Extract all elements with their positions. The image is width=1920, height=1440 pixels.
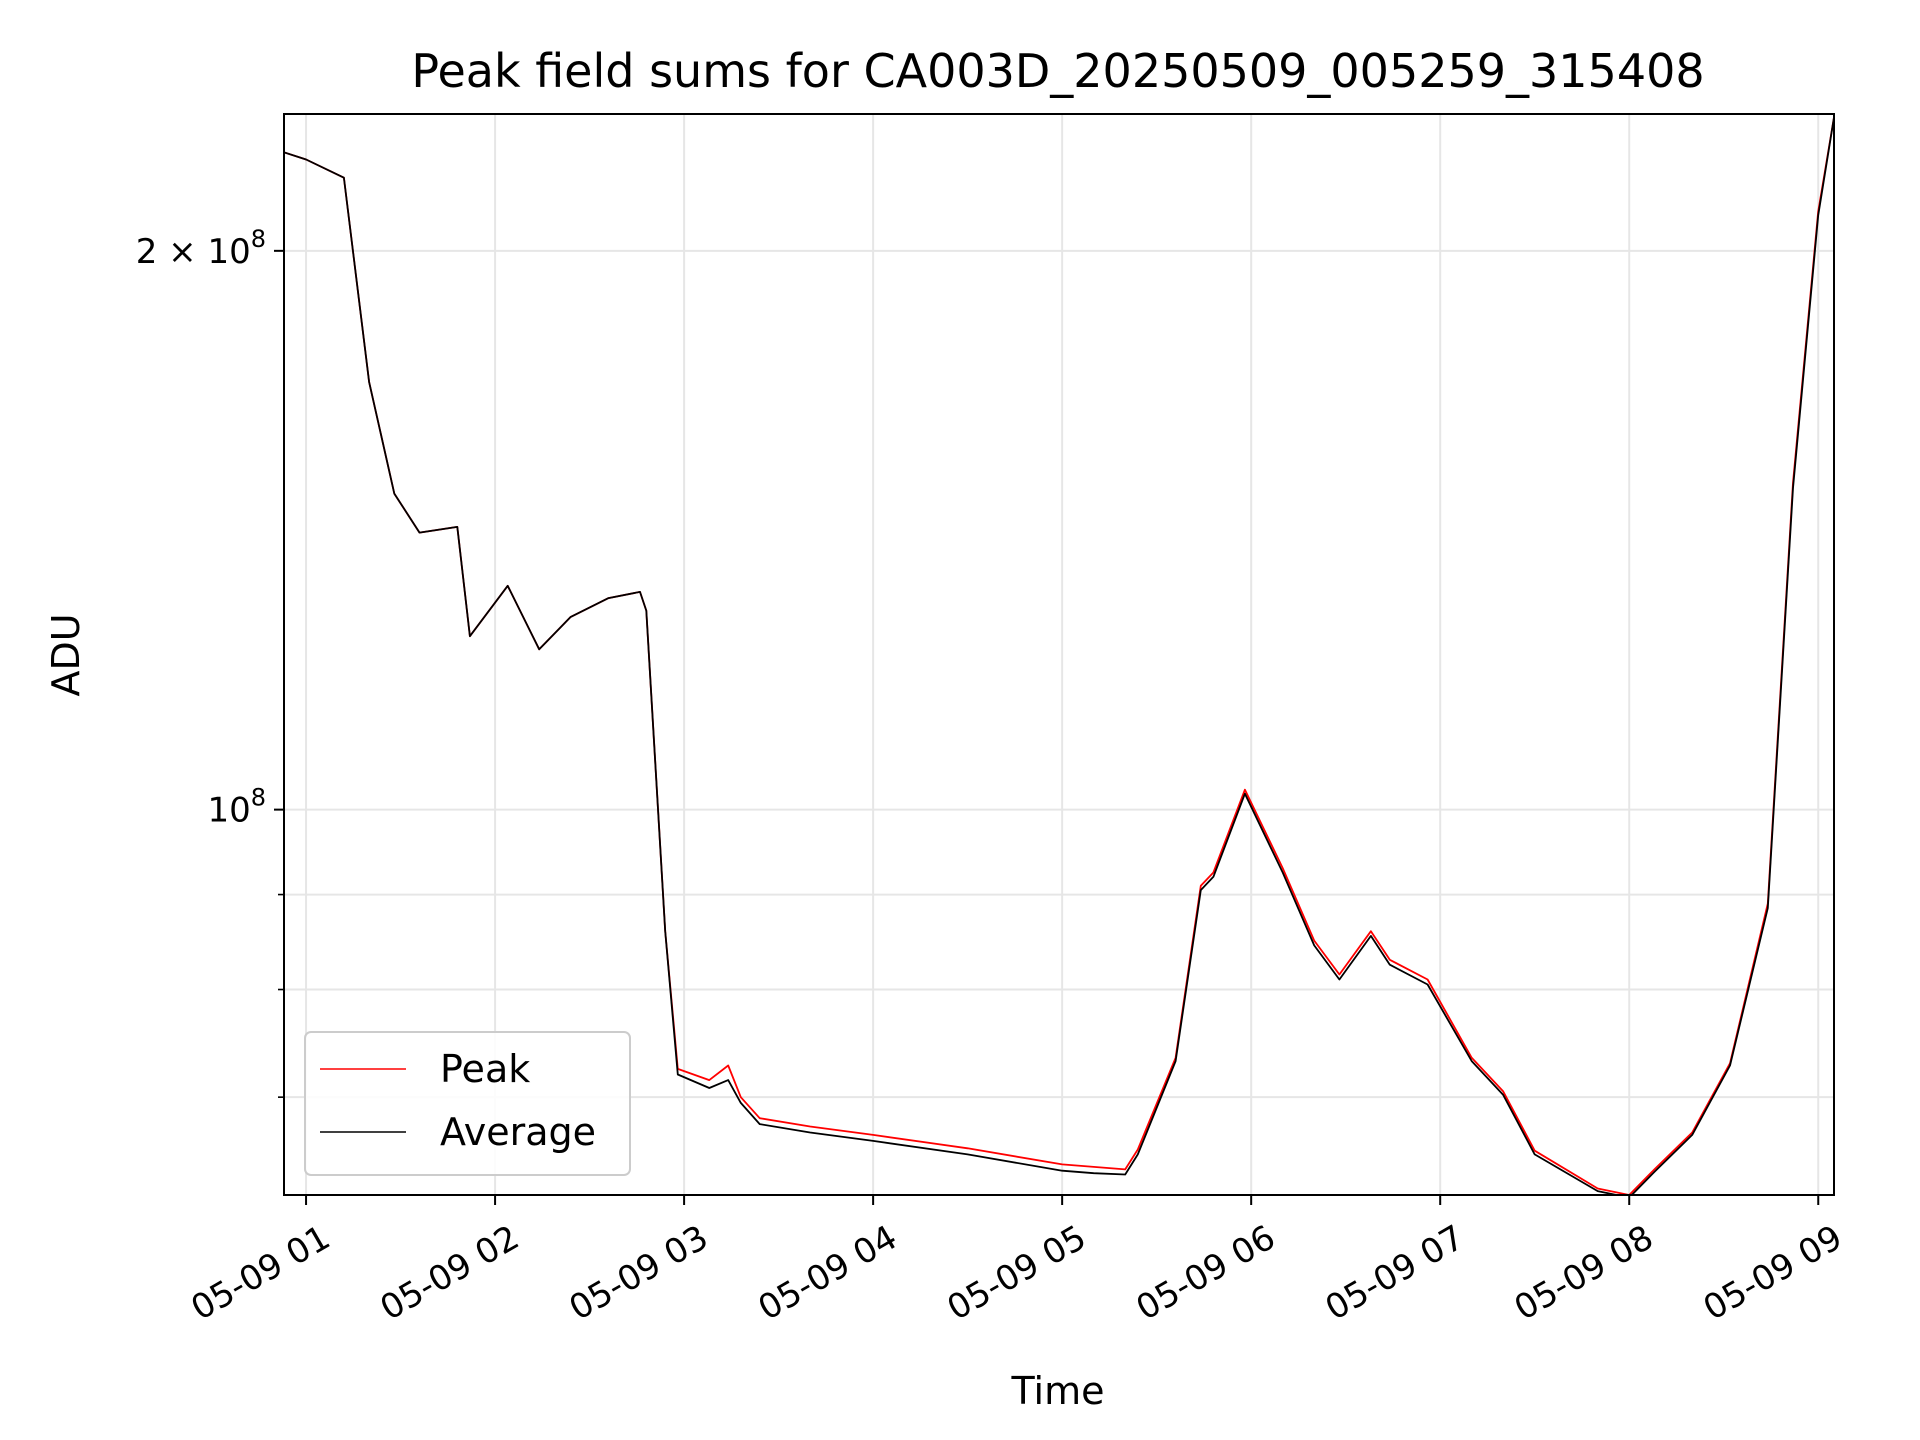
legend-box <box>304 1031 631 1176</box>
legend-label-average: Average <box>440 1110 596 1154</box>
x-axis-label: Time <box>1011 1369 1105 1413</box>
y-tick-label: 2 × 108 <box>136 225 266 272</box>
series-layer <box>284 117 1834 1195</box>
series-line-average <box>284 117 1834 1195</box>
legend: Peak Average <box>304 1031 631 1176</box>
grid <box>284 114 1834 1195</box>
chart-title: Peak field sums for CA003D_20250509_0052… <box>411 44 1704 98</box>
y-axis-label: ADU <box>44 613 88 696</box>
legend-label-peak: Peak <box>440 1047 530 1091</box>
y-axis: 108 2 × 108 <box>136 225 284 1098</box>
y-tick-label: 108 <box>207 784 266 831</box>
plot-frame <box>283 113 1835 1196</box>
